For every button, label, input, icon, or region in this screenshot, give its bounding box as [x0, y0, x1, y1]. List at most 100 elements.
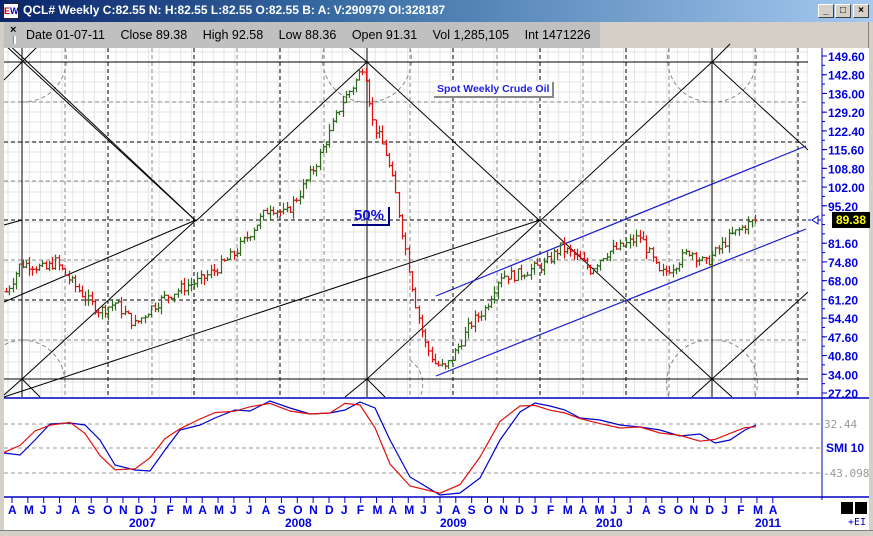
- price-bar: [14, 271, 19, 290]
- price-bar: [558, 242, 563, 256]
- price-tick-label: 54.40: [828, 312, 858, 326]
- price-bar: [119, 296, 124, 319]
- black-dashed-grid: [4, 48, 808, 397]
- price-tick-label: 40.80: [828, 350, 858, 364]
- price-bar: [535, 258, 540, 266]
- price-bar: [516, 268, 521, 282]
- window-titlebar[interactable]: EW QCL# Weekly C:82.55 N: H:82.55 L:82.5…: [0, 0, 873, 22]
- price-bar: [568, 244, 573, 257]
- price-bar: [103, 304, 108, 318]
- price-bar: [628, 234, 633, 249]
- price-bar: [182, 277, 187, 296]
- price-bar: [314, 163, 319, 177]
- price-tick-label: 129.20: [828, 106, 865, 120]
- price-bar: [153, 302, 158, 313]
- price-bar: [473, 310, 478, 333]
- bar-info-fields: Date 01-07-11 Close 89.38 High 92.58 Low…: [26, 28, 603, 42]
- price-bar: [162, 290, 167, 300]
- price-bar: [585, 257, 590, 270]
- price-bar: [647, 246, 652, 254]
- price-bar: [413, 287, 418, 309]
- scroll-block-left[interactable]: [841, 502, 853, 514]
- month-label: N: [119, 503, 128, 517]
- info-high: High 92.58: [202, 28, 264, 42]
- price-bar: [370, 97, 375, 126]
- price-bar: [671, 264, 676, 278]
- price-bar: [73, 274, 78, 293]
- month-label: M: [373, 503, 383, 517]
- price-bar: [258, 213, 263, 229]
- price-bar: [294, 197, 299, 203]
- month-label: A: [642, 503, 651, 517]
- chart-title-annotation[interactable]: Spot Weekly Crude Oil: [434, 82, 555, 98]
- close-button[interactable]: ×: [853, 4, 869, 18]
- price-tick-label: 115.60: [828, 144, 864, 158]
- price-bar: [657, 261, 662, 272]
- scroll-block-right[interactable]: [855, 502, 867, 514]
- price-bar: [433, 353, 438, 365]
- maximize-button[interactable]: □: [835, 4, 851, 18]
- info-close: Close 89.38: [120, 28, 188, 42]
- month-label: D: [135, 503, 144, 517]
- price-bar: [139, 317, 144, 324]
- month-label: J: [436, 503, 443, 517]
- month-label: J: [56, 503, 63, 517]
- price-bar: [202, 274, 207, 286]
- price-bar: [618, 239, 623, 251]
- month-ticks: [11, 497, 774, 503]
- price-bar: [651, 246, 656, 262]
- price-bar: [700, 256, 705, 262]
- price-bar: [440, 359, 445, 367]
- price-tick-label: 61.20: [828, 293, 858, 307]
- year-label: 2008: [285, 516, 312, 530]
- price-bar: [420, 314, 425, 338]
- ei-label[interactable]: +EI: [848, 517, 867, 528]
- price-bar: [238, 237, 243, 257]
- fifty-percent-annotation[interactable]: 50%: [352, 207, 391, 226]
- price-bar: [24, 260, 29, 269]
- minor-grid: [4, 48, 808, 397]
- window-title: QCL# Weekly C:82.55 N: H:82.55 L:82.55 O…: [23, 3, 446, 17]
- month-label: F: [167, 503, 174, 517]
- month-label: S: [468, 503, 476, 517]
- price-bar: [410, 270, 415, 292]
- month-label: J: [626, 503, 633, 517]
- price-bar: [53, 254, 58, 270]
- year-label: 2007: [129, 516, 156, 530]
- month-label: F: [547, 503, 554, 517]
- price-bar: [667, 266, 672, 274]
- price-bar: [614, 242, 619, 250]
- price-bar: [219, 255, 224, 274]
- info-open: Open 91.31: [351, 28, 418, 42]
- info-close-icon[interactable]: ×: [10, 24, 17, 36]
- price-tick-label: 95.20: [828, 200, 858, 214]
- gann-lines: [3, 39, 809, 398]
- price-bar: [746, 216, 751, 235]
- month-label: N: [690, 503, 699, 517]
- price-bar: [713, 246, 718, 257]
- month-label: O: [484, 503, 493, 517]
- price-bar: [96, 309, 101, 318]
- black-solid-grid: [4, 48, 808, 397]
- price-bar: [129, 312, 134, 330]
- price-bar: [492, 286, 497, 304]
- info-vol: Vol 1,285,105: [432, 28, 510, 42]
- price-tick-label: 102.00: [828, 181, 865, 195]
- pin-icon[interactable]: [13, 36, 16, 44]
- year-label: 2011: [755, 516, 781, 530]
- price-bar: [40, 260, 45, 268]
- price-bar: [707, 255, 712, 266]
- month-label: A: [452, 503, 461, 517]
- price-bar: [308, 165, 313, 183]
- last-price-label: 89.38: [832, 212, 870, 228]
- price-tick-label: 108.80: [828, 162, 865, 176]
- price-bar: [479, 310, 484, 321]
- price-bar: [86, 289, 91, 306]
- price-bars: [4, 67, 758, 370]
- month-label: A: [388, 503, 397, 517]
- minimize-button[interactable]: _: [818, 4, 834, 18]
- month-label: J: [151, 503, 158, 517]
- month-label: D: [325, 503, 334, 517]
- price-bar: [463, 326, 468, 347]
